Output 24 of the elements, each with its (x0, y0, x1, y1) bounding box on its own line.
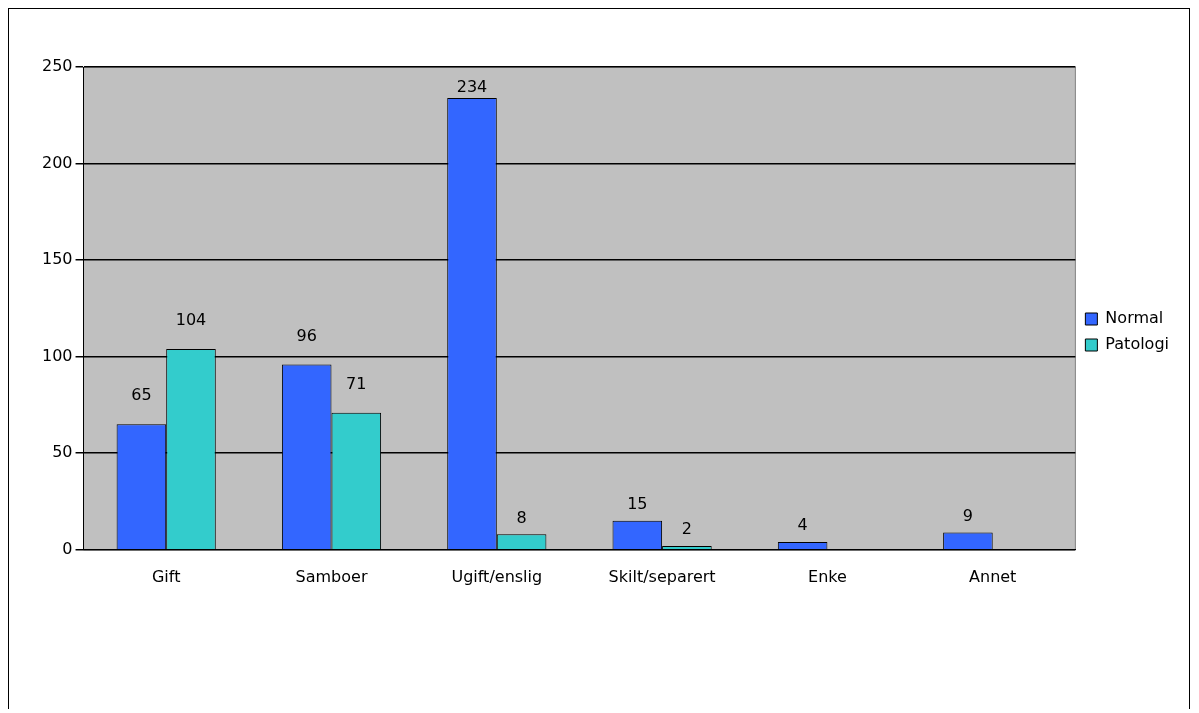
x-tick-label: Enke (808, 566, 847, 586)
y-tick-label: 250 (41, 56, 73, 76)
legend-label: Patologi (1105, 334, 1170, 354)
x-tick-label: Samboer (295, 566, 368, 586)
data-label: 71 (346, 373, 367, 393)
x-tick-label: Annet (969, 566, 1017, 586)
data-label: 4 (797, 515, 808, 535)
y-tick-label: 50 (52, 442, 73, 462)
y-tick-label: 150 (41, 249, 73, 269)
x-tick-label: Ugift/enslig (451, 566, 543, 586)
data-label: 15 (627, 493, 648, 513)
data-label: 96 (296, 325, 317, 345)
x-tick-label: Skilt/separert (608, 566, 716, 586)
y-tick-label: 100 (41, 345, 73, 365)
data-label: 234 (456, 77, 488, 97)
x-tick-label: Gift (151, 566, 181, 586)
legend-label: Normal (1105, 308, 1164, 328)
data-label: 65 (131, 385, 152, 405)
data-label: 2 (681, 519, 692, 539)
y-tick-label: 200 (41, 152, 73, 172)
data-label: 8 (516, 507, 527, 527)
data-label: 9 (962, 505, 974, 525)
y-tick-label: 0 (62, 538, 73, 558)
data-label: 104 (175, 310, 207, 330)
